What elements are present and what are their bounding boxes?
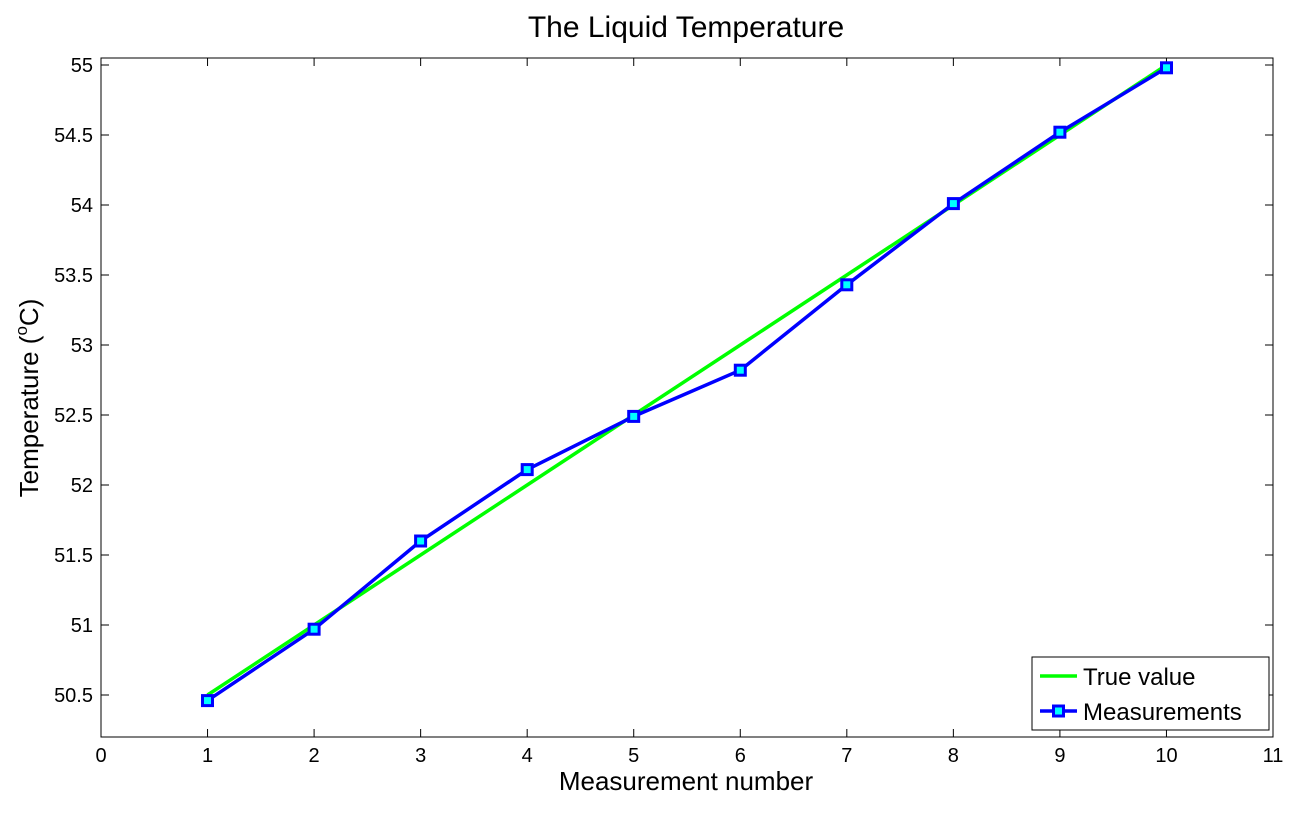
data-point-measurements bbox=[840, 278, 854, 292]
legend-box bbox=[1031, 656, 1270, 731]
x-tick-label: 0 bbox=[95, 745, 106, 767]
x-tick-label: 7 bbox=[841, 745, 852, 767]
y-axis-label: Temperature (oC) bbox=[12, 299, 44, 498]
data-point-measurements bbox=[733, 363, 747, 377]
data-point-measurements bbox=[414, 534, 428, 548]
legend: True value Measurements bbox=[1031, 656, 1270, 731]
y-axis-label-main: Temperature ( bbox=[14, 335, 44, 497]
y-tick-label: 53.5 bbox=[54, 265, 93, 287]
y-axis-label-superscript: o bbox=[12, 326, 31, 335]
series-layer bbox=[201, 61, 1173, 708]
x-tick-label: 11 bbox=[1263, 745, 1284, 767]
x-tick-label: 1 bbox=[202, 745, 213, 767]
data-point-measurements bbox=[307, 622, 321, 636]
y-axis: 50.5 51 51.5 52 52.5 53 53.5 54 54.5 55 bbox=[54, 55, 1273, 707]
y-tick-label: 51.5 bbox=[54, 545, 93, 567]
y-tick-label: 54.5 bbox=[54, 125, 93, 147]
chart-title: The Liquid Temperature bbox=[528, 11, 844, 44]
data-point-measurements bbox=[1160, 61, 1173, 75]
legend-marker-measurements bbox=[1052, 704, 1065, 718]
y-tick-label: 53 bbox=[71, 335, 93, 357]
data-point-measurements bbox=[946, 197, 960, 211]
plot-area bbox=[100, 57, 1274, 738]
y-tick-label: 52 bbox=[71, 475, 93, 497]
x-tick-label: 10 bbox=[1155, 745, 1177, 767]
x-tick-label: 9 bbox=[1054, 745, 1065, 767]
series-line-measurements bbox=[206, 66, 1168, 703]
legend-label-true-value: True value bbox=[1083, 664, 1196, 691]
legend-label-measurements: Measurements bbox=[1083, 699, 1242, 726]
y-tick-label: 54 bbox=[71, 195, 93, 217]
y-tick-label: 55 bbox=[71, 55, 93, 77]
y-tick-label: 51 bbox=[71, 615, 93, 637]
data-point-measurements bbox=[520, 463, 534, 477]
x-axis-label: Measurement number bbox=[559, 766, 814, 796]
x-axis: 0 1 2 3 4 5 6 7 8 9 10 11 bbox=[95, 58, 1283, 767]
y-tick-label: 50.5 bbox=[54, 685, 93, 707]
data-point-measurements bbox=[201, 694, 214, 708]
y-tick-label: 52.5 bbox=[54, 405, 93, 427]
x-tick-label: 5 bbox=[628, 745, 639, 767]
x-tick-label: 6 bbox=[735, 745, 746, 767]
x-tick-label: 3 bbox=[415, 745, 426, 767]
y-axis-label-suffix: C) bbox=[14, 299, 44, 326]
x-tick-label: 4 bbox=[522, 745, 533, 767]
x-tick-label: 8 bbox=[948, 745, 959, 767]
x-tick-label: 2 bbox=[309, 745, 320, 767]
data-point-measurements bbox=[627, 409, 641, 423]
data-point-measurements bbox=[1053, 125, 1067, 139]
